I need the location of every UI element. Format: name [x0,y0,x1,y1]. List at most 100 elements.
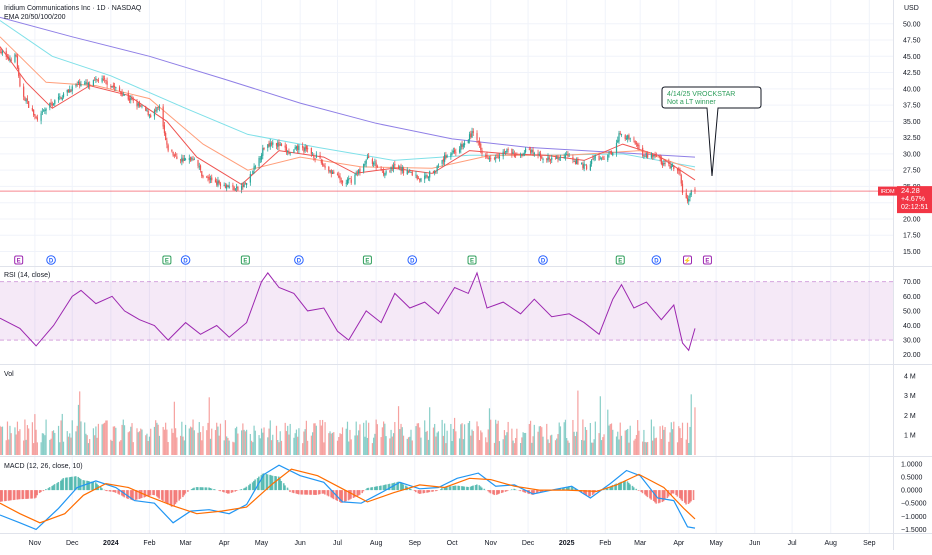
candle-body[interactable] [173,152,174,156]
candle-body[interactable] [546,159,547,160]
candle-body[interactable] [26,100,27,102]
candle-body[interactable] [647,155,648,158]
candle-body[interactable] [363,164,364,171]
candle-body[interactable] [145,107,146,111]
candle-body[interactable] [420,178,421,181]
candle-body[interactable] [227,185,228,187]
candle-body[interactable] [455,152,456,153]
candle-body[interactable] [181,158,182,162]
candle-body[interactable] [171,150,172,152]
candle-body[interactable] [202,176,203,178]
candle-body[interactable] [354,175,355,184]
candle-body[interactable] [459,149,460,152]
candle-body[interactable] [217,180,218,186]
candle-body[interactable] [433,171,434,172]
candle-body[interactable] [27,99,28,101]
candle-body[interactable] [664,163,665,164]
candle-body[interactable] [408,171,409,172]
candle-body[interactable] [476,133,477,140]
candle-body[interactable] [226,185,227,188]
candle-body[interactable] [176,156,177,158]
candle-body[interactable] [44,110,45,111]
candle-body[interactable] [669,165,670,169]
candle-body[interactable] [17,56,18,68]
candle-body[interactable] [679,170,680,175]
candle-body[interactable] [43,111,44,112]
candle-body[interactable] [131,99,132,100]
candle-body[interactable] [479,141,480,145]
candle-body[interactable] [505,151,506,152]
candle-body[interactable] [678,169,679,171]
candle-body[interactable] [303,148,304,152]
candle-body[interactable] [124,94,125,95]
candle-body[interactable] [520,154,521,155]
candle-body[interactable] [123,95,124,96]
candle-body[interactable] [534,153,535,154]
candle-body[interactable] [107,81,108,85]
volume-legend[interactable]: Vol [4,371,14,378]
candle-body[interactable] [498,156,499,157]
candle-body[interactable] [2,51,3,53]
dividend-marker[interactable]: D [181,256,190,265]
candle-body[interactable] [37,117,38,119]
candle-body[interactable] [516,154,517,155]
candle-body[interactable] [200,165,201,170]
candle-body[interactable] [192,159,193,160]
candle-body[interactable] [417,175,418,178]
candle-body[interactable] [625,135,626,139]
split-marker[interactable]: E [15,256,23,265]
candle-body[interactable] [129,99,130,101]
candle-body[interactable] [584,164,585,169]
candle-body[interactable] [138,103,139,105]
candle-body[interactable] [268,143,269,146]
candle-body[interactable] [201,171,202,176]
candle-body[interactable] [637,144,638,146]
candle-body[interactable] [515,155,516,156]
candle-body[interactable] [452,153,453,154]
candle-body[interactable] [337,174,338,175]
candle-body[interactable] [541,156,542,158]
candle-body[interactable] [63,94,64,97]
candle-body[interactable] [359,169,360,173]
candle-body[interactable] [402,167,403,171]
candle-body[interactable] [585,165,586,166]
candle-body[interactable] [425,175,426,176]
candle-body[interactable] [295,147,296,149]
dividend-marker[interactable]: D [408,256,417,265]
candle-body[interactable] [567,154,568,155]
candle-body[interactable] [372,159,373,164]
candle-body[interactable] [646,156,647,157]
candle-body[interactable] [633,139,634,140]
candle-body[interactable] [356,174,357,175]
candle-body[interactable] [514,154,515,157]
candle-body[interactable] [394,164,395,165]
candle-body[interactable] [427,176,428,178]
candle-body[interactable] [549,157,550,159]
candle-body[interactable] [339,176,340,179]
candle-body[interactable] [569,156,570,157]
candle-body[interactable] [242,185,243,187]
candle-body[interactable] [70,91,71,92]
candle-body[interactable] [297,146,298,150]
candle-body[interactable] [267,144,268,148]
candle-body[interactable] [7,56,8,57]
candle-body[interactable] [409,171,410,172]
candle-body[interactable] [468,140,469,143]
candle-body[interactable] [75,85,76,87]
candle-body[interactable] [364,164,365,165]
candle-body[interactable] [384,174,385,176]
currency-label[interactable]: USD [904,5,919,12]
candle-body[interactable] [367,157,368,159]
candle-body[interactable] [146,110,147,111]
candle-body[interactable] [428,177,429,178]
candle-body[interactable] [419,179,420,180]
candle-body[interactable] [392,168,393,169]
candle-body[interactable] [638,145,639,149]
candle-body[interactable] [557,157,558,159]
candle-body[interactable] [555,159,556,160]
candle-body[interactable] [540,154,541,158]
candle-body[interactable] [652,154,653,157]
candle-body[interactable] [481,150,482,154]
candle-body[interactable] [592,159,593,160]
candle-body[interactable] [42,112,43,113]
